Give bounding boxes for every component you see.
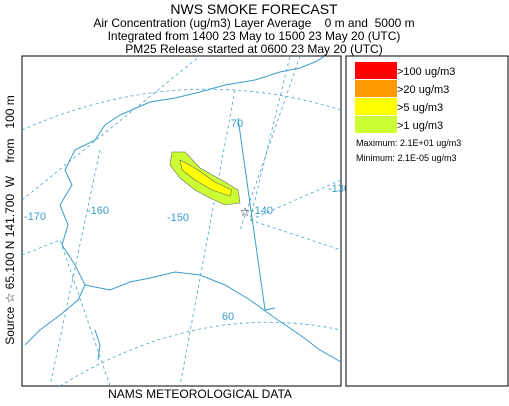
coastline xyxy=(94,329,101,361)
legend: >100 ug/m3 >20 ug/m3 >5 ug/m3 >1 ug/m3 xyxy=(355,62,455,133)
legend-label: >20 ug/m3 xyxy=(397,84,449,96)
plume-core xyxy=(179,159,233,197)
map-label: -140 xyxy=(251,205,273,217)
subtitle: PM25 Release started at 0600 23 May 20 (… xyxy=(125,42,382,56)
maximum: Maximum: 2.1E+01 ug/m3 xyxy=(356,138,461,148)
side-label: Source ☆ 65.100 N 141.700 W from 100 m xyxy=(3,95,17,345)
graticule xyxy=(59,321,342,387)
domain-line xyxy=(237,117,276,311)
legend-label: >100 ug/m3 xyxy=(397,66,455,78)
graticule xyxy=(21,55,201,201)
map-frame xyxy=(21,55,342,387)
graticule xyxy=(21,88,342,131)
minimum: Minimum: 2.1E-05 ug/m3 xyxy=(356,153,457,163)
coastline xyxy=(104,55,326,126)
map-label: 70 xyxy=(231,118,243,130)
title: NWS SMOKE FORECAST xyxy=(170,1,338,17)
coastline xyxy=(84,271,342,363)
source-star: ☆ xyxy=(240,205,251,219)
legend-label: >1 ug/m3 xyxy=(397,120,443,132)
graticule xyxy=(49,149,101,387)
graticule xyxy=(239,55,301,231)
map-label: -170 xyxy=(24,211,46,223)
subtitle: Air Concentration (ug/m3) Layer Average … xyxy=(93,16,414,30)
coastline xyxy=(24,124,106,346)
graticule xyxy=(179,89,236,387)
map: ☆ xyxy=(21,55,342,387)
footer: NAMS METEOROLOGICAL DATA xyxy=(108,387,292,401)
legend-label: >5 ug/m3 xyxy=(397,102,443,114)
graticule xyxy=(21,239,111,387)
legend-swatch xyxy=(355,80,397,97)
subtitle: Integrated from 1400 23 May to 1500 23 M… xyxy=(108,29,401,43)
graticule xyxy=(249,55,342,221)
map-label: -150 xyxy=(167,212,189,224)
map-label: -130 xyxy=(328,183,350,195)
map-label: -160 xyxy=(87,205,109,217)
graticule xyxy=(249,219,342,251)
legend-swatch xyxy=(355,62,397,79)
legend-swatch xyxy=(355,98,397,115)
legend-swatch xyxy=(355,116,397,133)
map-label: 60 xyxy=(222,311,234,323)
